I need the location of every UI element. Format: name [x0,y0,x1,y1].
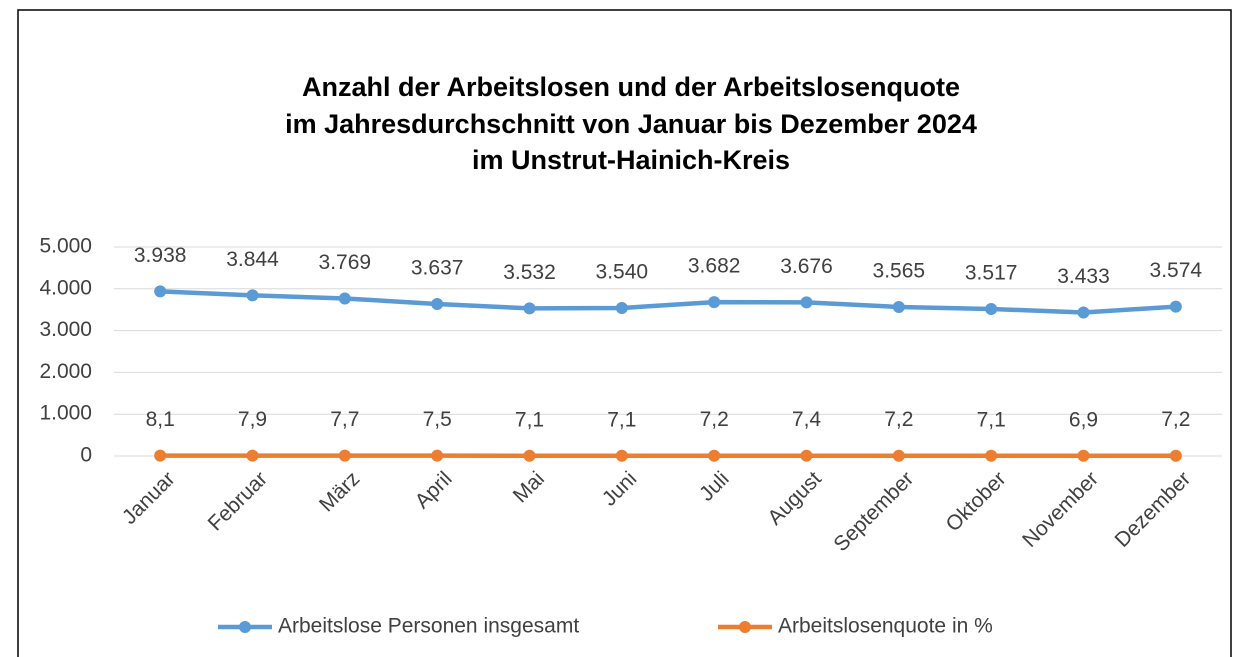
marker [708,296,721,309]
marker [523,302,536,315]
legend-label: Arbeitslosenquote in % [778,615,993,638]
x-tick-label: März [315,467,364,516]
y-tick-label: 3.000 [39,318,92,341]
data-label: 7,2 [700,408,729,431]
marker [523,449,536,462]
data-label: 7,1 [515,408,544,431]
marker [1077,306,1090,319]
marker [246,289,259,302]
data-label: 7,4 [792,408,822,431]
data-label: 3.844 [226,248,279,271]
data-label: 7,2 [1161,408,1190,431]
marker [615,302,628,315]
x-tick-label: Mai [509,467,549,507]
data-label: 3.769 [319,251,372,274]
data-label: 3.574 [1150,259,1203,282]
series-line [160,289,1176,315]
data-label: 3.517 [965,262,1018,285]
marker [154,285,167,298]
data-label: 3.532 [503,261,556,284]
y-tick-label: 5.000 [39,235,92,258]
marker [708,449,721,462]
x-tick-label: November [1018,467,1103,552]
y-tick-label: 2.000 [39,360,92,383]
data-label: 8,1 [146,408,175,431]
chart-title: im Jahresdurchschnitt von Januar bis Dez… [285,109,977,139]
y-tick-label: 1.000 [39,402,92,425]
x-tick-label: Dezember [1111,467,1196,552]
chart-title: Anzahl der Arbeitslosen und der Arbeitsl… [302,72,960,102]
marker [800,296,813,309]
marker [800,449,813,462]
data-label: 7,5 [423,408,452,431]
data-label: 3.637 [411,257,464,280]
marker [1169,449,1182,462]
x-tick-label: Oktober [942,467,1011,536]
data-label: 7,1 [977,408,1006,431]
marker [892,449,905,462]
data-label: 7,1 [607,408,636,431]
data-label: 3.565 [873,260,926,283]
marker [892,300,905,313]
data-label: 7,7 [330,408,359,431]
marker [338,292,351,305]
x-tick-label: Juli [695,467,734,506]
data-label: 3.540 [596,261,649,284]
legend-marker [739,621,751,633]
x-tick-label: Januar [118,467,180,529]
data-label: 3.676 [780,255,833,278]
frame [17,9,1232,657]
marker [154,449,167,462]
legend-label: Arbeitslose Personen insgesamt [278,615,579,638]
y-tick-label: 0 [80,444,92,467]
marker [1169,300,1182,313]
x-tick-label: April [411,467,457,513]
marker [985,302,998,315]
data-label: 3.433 [1057,265,1110,288]
x-tick-label: August [763,467,826,530]
y-tick-label: 4.000 [39,276,92,299]
marker [431,297,444,310]
data-label: 7,9 [238,408,267,431]
x-tick-label: September [829,467,918,556]
legend-marker [239,621,251,633]
marker [615,449,628,462]
data-label: 3.682 [688,255,741,278]
marker [1077,449,1090,462]
x-tick-label: Juni [598,467,642,511]
data-label: 7,2 [884,408,913,431]
x-tick-label: Februar [204,467,272,535]
marker [246,449,259,462]
data-label: 6,9 [1069,408,1098,431]
marker [985,449,998,462]
marker [431,449,444,462]
chart-title: im Unstrut-Hainich-Kreis [472,145,790,175]
data-label: 3.938 [134,244,187,267]
marker [338,449,351,462]
